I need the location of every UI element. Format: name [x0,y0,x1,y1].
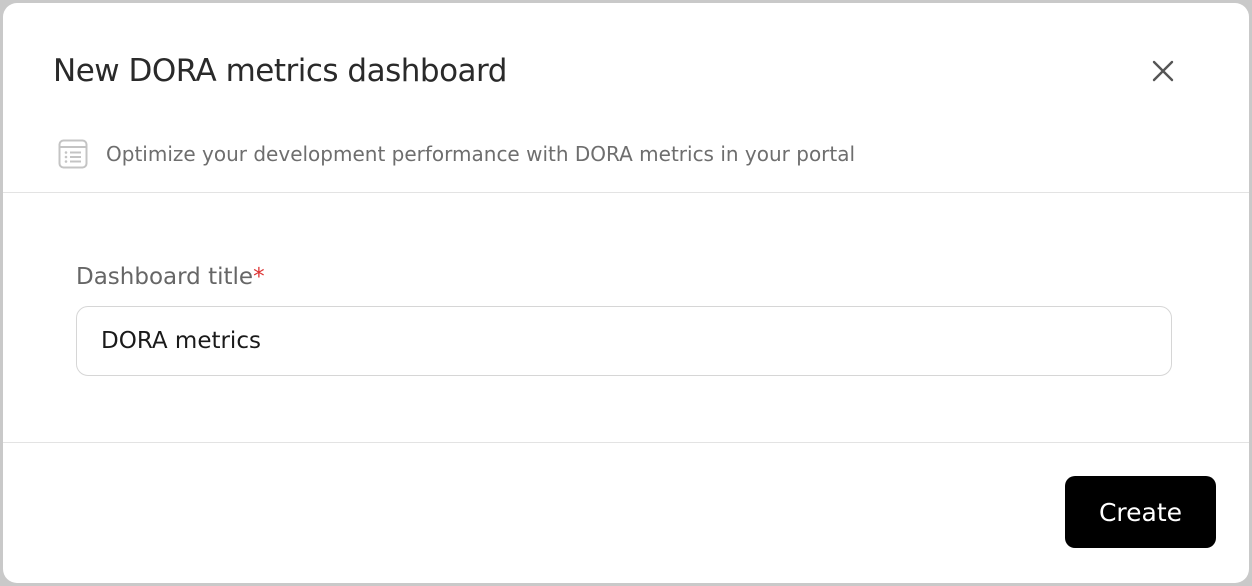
dialog-title: New DORA metrics dashboard [53,53,507,89]
close-button[interactable] [1147,55,1179,87]
label-text: Dashboard title [76,264,254,290]
subtitle-text: Optimize your development performance wi… [106,142,856,166]
dashboard-title-label: Dashboard title* [76,264,265,290]
close-icon [1152,60,1174,82]
divider [3,442,1249,443]
new-dashboard-dialog: New DORA metrics dashboard Optimize your… [3,3,1249,583]
dashboard-title-input[interactable] [76,306,1172,376]
create-button[interactable]: Create [1065,476,1216,548]
divider [3,192,1249,193]
required-marker: * [253,264,265,290]
list-document-icon [58,139,88,169]
dialog-subtitle: Optimize your development performance wi… [58,139,855,169]
